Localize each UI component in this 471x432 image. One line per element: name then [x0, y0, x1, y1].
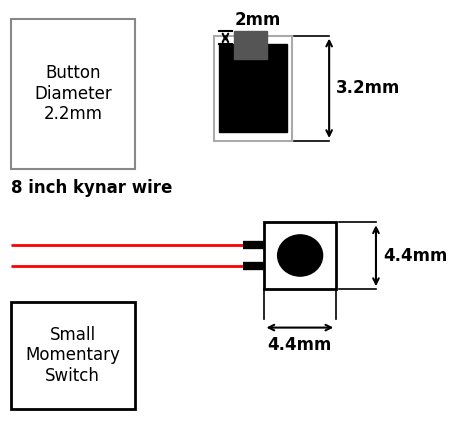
Bar — [11, 19, 135, 169]
Text: Button
Diameter
2.2mm: Button Diameter 2.2mm — [34, 64, 112, 124]
Bar — [264, 222, 336, 289]
Bar — [234, 32, 267, 59]
Text: Small
Momentary
Switch: Small Momentary Switch — [25, 326, 120, 385]
Text: 2mm: 2mm — [235, 11, 281, 29]
Circle shape — [277, 235, 323, 276]
Text: 4.4mm: 4.4mm — [383, 247, 447, 265]
Text: 3.2mm: 3.2mm — [336, 79, 400, 97]
Bar — [11, 302, 135, 409]
Text: 8 inch kynar wire: 8 inch kynar wire — [11, 179, 172, 197]
Bar — [219, 44, 287, 132]
Bar — [214, 36, 292, 141]
Text: 4.4mm: 4.4mm — [268, 336, 332, 354]
